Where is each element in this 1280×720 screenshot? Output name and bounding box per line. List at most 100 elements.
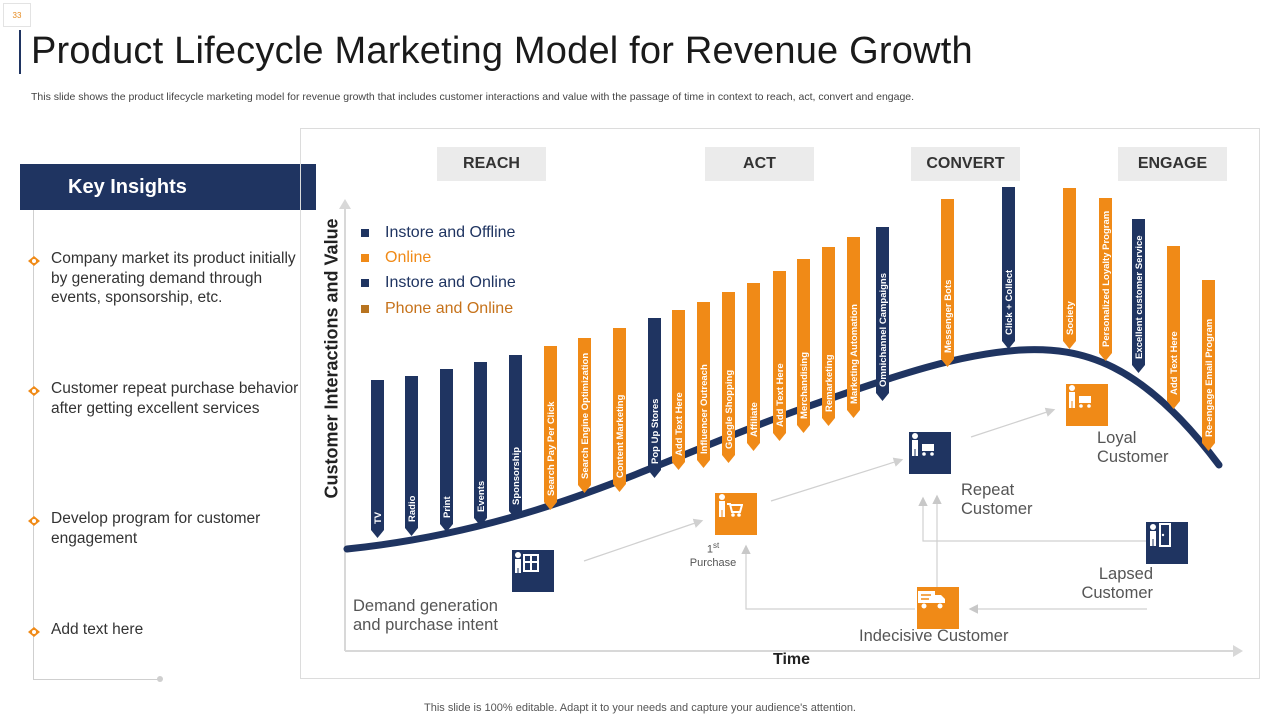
footer-note: This slide is 100% editable. Adapt it to… xyxy=(424,702,856,714)
connector-demand-to-purchase xyxy=(583,518,704,562)
shopper-cart-icon xyxy=(715,493,757,535)
channel-bar-shape xyxy=(1002,187,1015,349)
channel-bar-label: Events xyxy=(476,481,487,512)
channel-bar: Personalized Loyalty Program xyxy=(1099,198,1112,361)
channel-bar-shape xyxy=(1099,198,1112,361)
channel-bar: Marketing Automation xyxy=(847,237,860,418)
channel-bar-shape xyxy=(722,292,735,463)
channel-bar-shape xyxy=(1167,246,1180,409)
channel-bar: Omnichannel Campaigns xyxy=(876,227,889,401)
channel-bar-shape xyxy=(405,376,418,536)
channel-bar-label: Messenger Bots xyxy=(943,280,954,353)
first-purchase-word: Purchase xyxy=(689,556,737,569)
insight-text: Add text here xyxy=(51,621,144,638)
channel-bar: Search Engine Optimization xyxy=(578,338,591,493)
legend-phone-online: Phone and Online xyxy=(361,300,514,318)
channel-bar: Click + Collect xyxy=(1002,187,1015,349)
channel-bar-label: Excellent customer Service xyxy=(1134,235,1145,359)
channel-bar: Radio xyxy=(405,376,418,536)
channel-bar-shape xyxy=(773,271,786,441)
first-purchase-number: 1 xyxy=(706,543,713,556)
insights-end-dot xyxy=(157,676,163,682)
channel-bar: Pop Up Stores xyxy=(648,318,661,478)
legend-swatch xyxy=(361,229,369,237)
legend-online: Online xyxy=(361,249,431,267)
stage-act: ACT xyxy=(705,147,814,181)
channel-bar-shape xyxy=(672,310,685,470)
channel-bar-label: Google Shopping xyxy=(724,370,735,449)
connector-purchase-to-repeat xyxy=(770,457,904,502)
channel-bar-label: Search Engine Optimization xyxy=(580,353,591,479)
channel-bar-shape xyxy=(613,328,626,492)
arrow-marker-icon xyxy=(28,516,40,526)
legend-swatch xyxy=(361,279,369,287)
channel-bar: Print xyxy=(440,369,453,532)
insights-bottom-line xyxy=(33,679,161,680)
channel-bar: Remarketing xyxy=(822,247,835,426)
channel-bar-label: Add Text Here xyxy=(775,363,786,427)
legend-instore-offline: Instore and Offline xyxy=(361,224,515,242)
channel-bar-shape xyxy=(371,380,384,538)
channel-bar-label: Sponsorship xyxy=(511,447,522,505)
arrow-marker-icon xyxy=(28,627,40,637)
store-icon xyxy=(512,550,554,592)
channel-bar-shape xyxy=(697,302,710,468)
legend-instore-online: Instore and Online xyxy=(361,274,516,292)
channel-bar-shape xyxy=(648,318,661,478)
channel-bar-shape xyxy=(578,338,591,493)
channel-bar: Search Pay Per Click xyxy=(544,346,557,510)
arrow-marker-icon xyxy=(28,386,40,396)
first-purchase-superscript: st xyxy=(712,541,720,550)
channel-bar-label: Add Text Here xyxy=(674,392,685,456)
channel-bar-label: Search Pay Per Click xyxy=(546,401,557,496)
legend-swatch xyxy=(361,305,369,313)
channel-bar: Society xyxy=(1063,188,1076,349)
label-indecisive-customer: Indecisive Customer xyxy=(859,627,1009,645)
channel-bar: Merchandising xyxy=(797,259,810,433)
channel-bar-label: TV xyxy=(373,511,384,524)
channel-bar: Re-engage Email Program xyxy=(1202,280,1215,451)
label-lapsed-customer: Lapsed Customer xyxy=(1081,565,1153,602)
delivery-truck-icon xyxy=(917,587,959,629)
channel-bar: Sponsorship xyxy=(509,355,522,519)
channel-bar: Events xyxy=(474,362,487,526)
channel-bar-label: Content Marketing xyxy=(615,394,626,478)
channel-bar-shape xyxy=(797,259,810,433)
channel-bar-shape xyxy=(1202,280,1215,451)
person-cart-icon xyxy=(909,432,951,474)
arrow-marker-icon xyxy=(28,256,40,266)
page-subtitle: This slide shows the product lifecycle m… xyxy=(31,91,915,103)
x-axis-label: Time xyxy=(773,651,811,668)
key-insights-panel: Key Insights Company market its product … xyxy=(20,164,316,684)
legend-label: Phone and Online xyxy=(385,300,514,317)
insight-text: Develop program for customer engagement xyxy=(51,510,261,547)
channel-bar-label: Re-engage Email Program xyxy=(1204,319,1215,437)
label-repeat-customer: Repeat Customer xyxy=(961,481,1033,518)
insights-timeline-line xyxy=(33,210,34,680)
channel-bar-label: Society xyxy=(1065,300,1076,335)
key-insights-heading: Key Insights xyxy=(20,164,316,210)
channel-bars: TV Radio Print Events Sponsorship Search Pay … xyxy=(371,187,1215,538)
lifecycle-diagram-svg: TV Radio Print Events Sponsorship Search Pay … xyxy=(339,187,1243,657)
channel-bar: Content Marketing xyxy=(613,328,626,492)
insight-text: Company market its product initially by … xyxy=(51,250,296,306)
channel-bar: TV xyxy=(371,380,384,538)
channel-bar-shape xyxy=(822,247,835,426)
insight-text: Customer repeat purchase behavior after … xyxy=(51,380,299,417)
channel-bar-label: Add Text Here xyxy=(1169,331,1180,395)
legend-swatch xyxy=(361,254,369,262)
channel-bar-shape xyxy=(509,355,522,519)
channel-bar: Messenger Bots xyxy=(941,199,954,367)
channel-bar-label: Radio xyxy=(407,495,418,522)
channel-bar-shape xyxy=(544,346,557,510)
channel-bar-label: Personalized Loyalty Program xyxy=(1101,211,1112,347)
channel-bar-label: Omnichannel Campaigns xyxy=(878,273,889,387)
stage-reach: REACH xyxy=(437,147,546,181)
channel-bar-label: Remarketing xyxy=(824,354,835,412)
x-axis-arrowhead xyxy=(1233,645,1243,657)
stage-engage: ENGAGE xyxy=(1118,147,1227,181)
channel-bar-shape xyxy=(847,237,860,418)
title-accent-bar xyxy=(19,30,21,74)
exit-door-icon xyxy=(1146,522,1188,564)
channel-bar: Influencer Outreach xyxy=(697,302,710,468)
